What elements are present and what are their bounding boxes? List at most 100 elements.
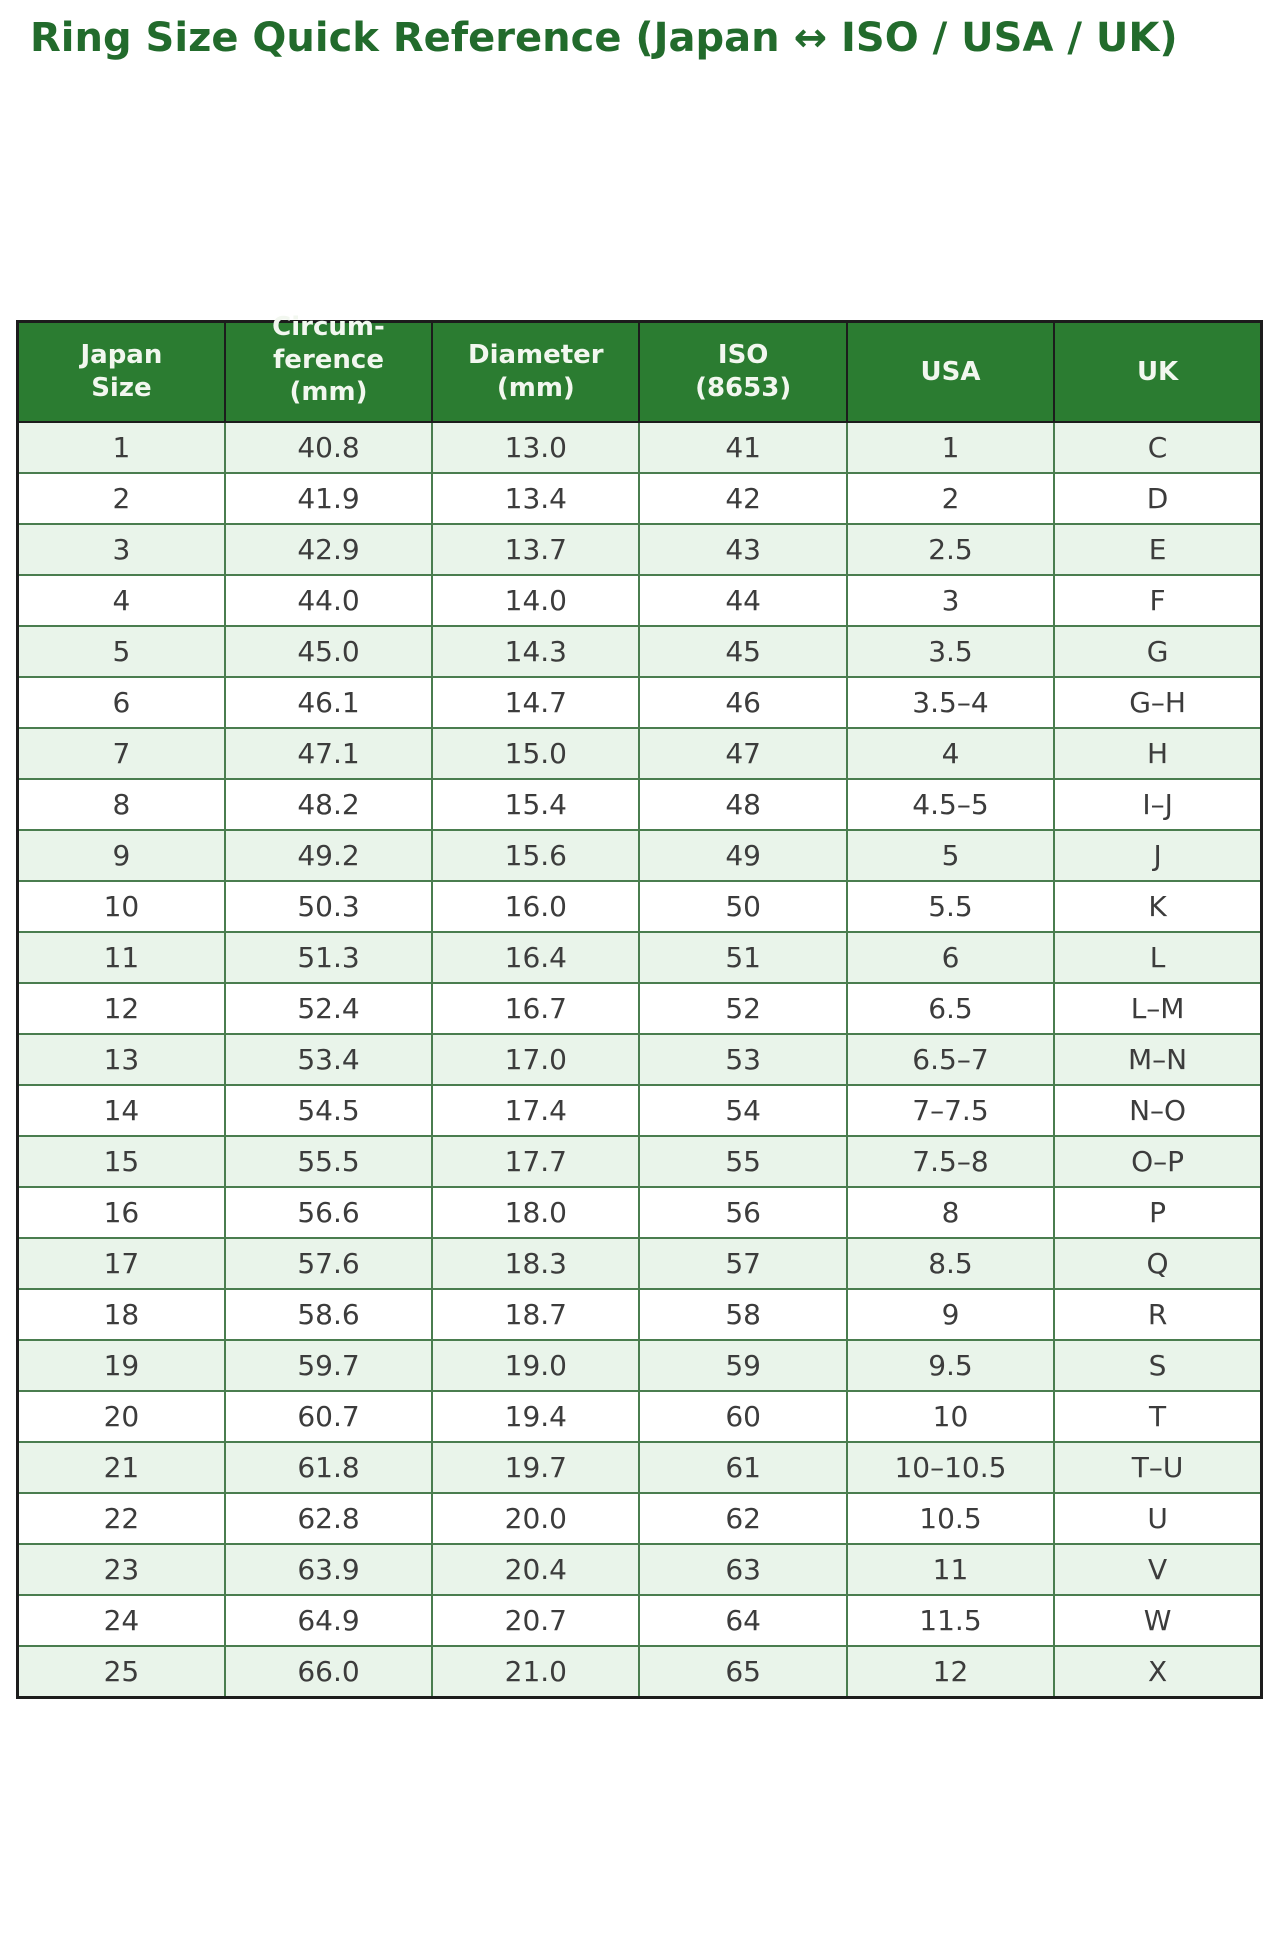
table-cell: 15.4	[431, 777, 641, 831]
table-cell: 13	[16, 1032, 226, 1086]
table-cell: 41	[638, 420, 848, 474]
table-cell: 21	[16, 1440, 226, 1494]
table-cell: 10	[845, 1389, 1056, 1443]
table-cell: 42.9	[223, 522, 434, 576]
table-cell: 16.4	[431, 930, 641, 984]
table-cell: 17.4	[431, 1083, 641, 1137]
table-cell: 49	[638, 828, 848, 882]
table-cell: R	[1053, 1287, 1263, 1341]
table-cell: K	[1053, 879, 1263, 933]
table-row: 22 62.8 20.0 62 10.5 U	[16, 1491, 1263, 1545]
table-cell: 62.8	[223, 1491, 434, 1545]
table-cell: 7–7.5	[845, 1083, 1056, 1137]
table-row: 10 50.3 16.0 50 5.5 K	[16, 879, 1263, 933]
table-cell: 18.3	[431, 1236, 641, 1290]
table-cell: 65	[638, 1644, 848, 1698]
table-cell: 5.5	[845, 879, 1056, 933]
table-cell: 18.0	[431, 1185, 641, 1239]
table-header: Japan Size Circum-ference (mm) Diameter (mm) I…	[16, 312, 1263, 423]
table-cell: 4	[16, 573, 226, 627]
table-cell: 55.5	[223, 1134, 434, 1188]
table-cell: G–H	[1053, 675, 1263, 729]
table-cell: 57.6	[223, 1236, 434, 1290]
column-header-uk: UK	[1053, 320, 1263, 423]
table-row: 20 60.7 19.4 60 10 T	[16, 1389, 1263, 1443]
column-header-label: USA	[920, 356, 981, 387]
table-row: 12 52.4 16.7 52 6.5 L–M	[16, 981, 1263, 1035]
table-cell: 58.6	[223, 1287, 434, 1341]
table-cell: 60	[638, 1389, 848, 1443]
table-row: 8 48.2 15.4 48 4.5–5 I–J	[16, 777, 1263, 831]
table-cell: 11	[16, 930, 226, 984]
table-row: 2 41.9 13.4 42 2 D	[16, 471, 1263, 525]
table-cell: U	[1053, 1491, 1263, 1545]
table-cell: T	[1053, 1389, 1263, 1443]
column-header-circumference: Circum-ference (mm)	[223, 312, 434, 423]
table-cell: 48	[638, 777, 848, 831]
table-cell: 5	[16, 624, 226, 678]
column-header-label: Japan Size	[80, 340, 163, 403]
table-cell: 2	[16, 471, 226, 525]
table-cell: 6	[16, 675, 226, 729]
table-cell: 13.7	[431, 522, 641, 576]
table-cell: I–J	[1053, 777, 1263, 831]
table-row: 9 49.2 15.6 49 5 J	[16, 828, 1263, 882]
table-cell: 6.5	[845, 981, 1056, 1035]
table-cell: N–O	[1053, 1083, 1263, 1137]
table-cell: V	[1053, 1542, 1263, 1596]
table-cell: F	[1053, 573, 1263, 627]
column-header-label: ISO (8653)	[695, 340, 792, 403]
table-row: 5 45.0 14.3 45 3.5 G	[16, 624, 1263, 678]
table-cell: 44.0	[223, 573, 434, 627]
table-row: 17 57.6 18.3 57 8.5 Q	[16, 1236, 1263, 1290]
table-cell: 54.5	[223, 1083, 434, 1137]
table-cell: 56.6	[223, 1185, 434, 1239]
table-cell: 3	[845, 573, 1056, 627]
table-cell: 41.9	[223, 471, 434, 525]
table-cell: 61	[638, 1440, 848, 1494]
table-cell: 19.7	[431, 1440, 641, 1494]
table-cell: 20.7	[431, 1593, 641, 1647]
table-cell: L–M	[1053, 981, 1263, 1035]
column-header-label: UK	[1136, 356, 1179, 387]
table-cell: 47	[638, 726, 848, 780]
table-cell: 63.9	[223, 1542, 434, 1596]
table-cell: G	[1053, 624, 1263, 678]
table-cell: L	[1053, 930, 1263, 984]
table-cell: Q	[1053, 1236, 1263, 1290]
table-cell: 12	[16, 981, 226, 1035]
table-cell: 2	[845, 471, 1056, 525]
table-cell: 19	[16, 1338, 226, 1392]
table-cell: 2.5	[845, 522, 1056, 576]
table-cell: 5	[845, 828, 1056, 882]
table-cell: 9	[845, 1287, 1056, 1341]
table-cell: 10	[16, 879, 226, 933]
table-cell: 14.3	[431, 624, 641, 678]
table-cell: 9	[16, 828, 226, 882]
table-cell: S	[1053, 1338, 1263, 1392]
table-cell: 59	[638, 1338, 848, 1392]
table-cell: 42	[638, 471, 848, 525]
table-cell: 8	[845, 1185, 1056, 1239]
table-cell: 10–10.5	[845, 1440, 1056, 1494]
page: Ring Size Quick Reference (Japan ↔ ISO /…	[0, 14, 1280, 1699]
table-cell: 7	[16, 726, 226, 780]
ring-size-table: Japan Size Circum-ference (mm) Diameter (mm) I…	[16, 312, 1263, 1699]
table-cell: 4	[845, 726, 1056, 780]
column-header-japan: Japan Size	[16, 320, 226, 423]
table-row: 16 56.6 18.0 56 8 P	[16, 1185, 1263, 1239]
table-row: 23 63.9 20.4 63 11 V	[16, 1542, 1263, 1596]
table-cell: 24	[16, 1593, 226, 1647]
table-cell: 57	[638, 1236, 848, 1290]
table-cell: 22	[16, 1491, 226, 1545]
table-cell: 8.5	[845, 1236, 1056, 1290]
table-cell: 13.4	[431, 471, 641, 525]
table-cell: 66.0	[223, 1644, 434, 1698]
table-cell: 11	[845, 1542, 1056, 1596]
table-cell: 40.8	[223, 420, 434, 474]
table-cell: 59.7	[223, 1338, 434, 1392]
table-cell: 9.5	[845, 1338, 1056, 1392]
table-cell: 64	[638, 1593, 848, 1647]
table-cell: 6	[845, 930, 1056, 984]
table-cell: E	[1053, 522, 1263, 576]
